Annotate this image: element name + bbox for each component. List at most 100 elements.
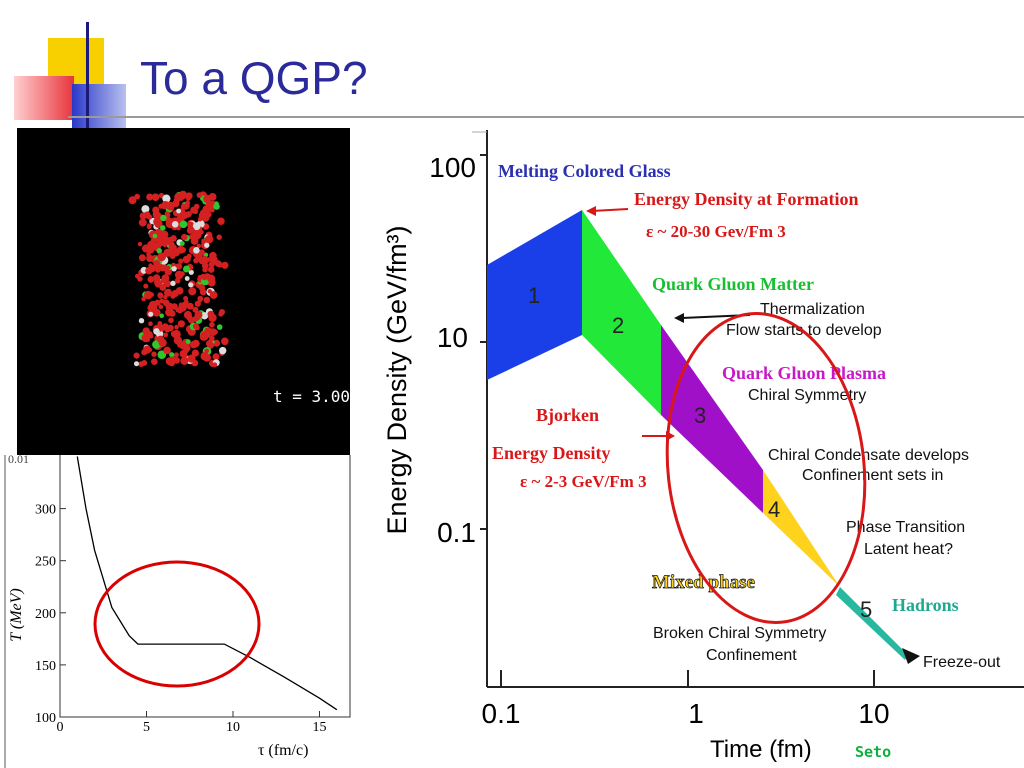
formation-arrowhead [586, 206, 596, 216]
label-confinement: Confinement [706, 647, 797, 664]
y-tick-label: 250 [35, 555, 56, 570]
label-formation-value: ε ~ 20-30 Gev/Fm 3 [646, 222, 786, 241]
particle [206, 257, 211, 262]
particle [214, 201, 219, 206]
particle [163, 294, 168, 300]
formation-arrow [591, 208, 629, 212]
particle [209, 291, 218, 299]
particle [212, 329, 218, 335]
particle [216, 234, 222, 240]
logo-vertical-line [86, 22, 89, 140]
particle [201, 274, 208, 281]
label-energy-density-formation: Energy Density at Formation [634, 189, 858, 209]
stage-1-region [487, 210, 582, 380]
particle [143, 345, 152, 354]
particle [203, 330, 208, 336]
particle [170, 280, 176, 286]
particle [213, 339, 221, 347]
particle [184, 211, 191, 218]
particle [188, 269, 194, 275]
particle [191, 349, 199, 357]
particle [151, 193, 160, 201]
stage-1-label: 1 [528, 283, 540, 308]
particle [172, 199, 180, 208]
particle [192, 306, 199, 313]
x-tick-label-1: 1 [688, 698, 704, 729]
particle [201, 238, 206, 243]
particle [169, 246, 176, 253]
particle [157, 252, 166, 262]
particle [203, 353, 211, 362]
particle [148, 321, 153, 326]
particle [184, 276, 190, 281]
particle [152, 233, 158, 239]
particle [206, 200, 213, 208]
particle [204, 242, 210, 248]
particle [164, 325, 171, 333]
particle [150, 238, 156, 244]
particle [189, 340, 198, 349]
particle [158, 324, 166, 332]
y-tick-label-10: 10 [437, 322, 468, 353]
particle [170, 293, 176, 299]
particle [207, 310, 215, 318]
particle [134, 361, 139, 367]
particle [194, 314, 201, 321]
nucleus-particles [128, 190, 229, 368]
particle [196, 192, 203, 198]
particle [134, 193, 140, 200]
x-tick-label-0.1: 0.1 [482, 698, 521, 729]
particle [179, 241, 185, 246]
particle [175, 263, 183, 270]
stage-4-region [763, 470, 840, 587]
label-phase-transition: Phase Transition [846, 519, 965, 536]
particle [158, 304, 164, 310]
x-tick-label: 5 [143, 720, 150, 735]
label-latent-heat: Latent heat? [864, 541, 953, 558]
collision-simulation-image: t = 3.00 [17, 128, 350, 455]
stage-5-region [836, 587, 908, 660]
title-underline [68, 116, 1024, 118]
particle [187, 228, 193, 234]
particle [153, 328, 160, 335]
particle [180, 203, 187, 210]
particle [153, 274, 161, 282]
temperature-plot: 0.01 100 150 200 250 300 0 5 10 15 T (MeV) τ (f… [4, 455, 351, 768]
particle [162, 194, 171, 203]
particle [197, 297, 203, 303]
particle [171, 303, 178, 310]
particle [185, 339, 191, 344]
particle [176, 208, 182, 214]
x-axis-label: Time (fm) [710, 736, 812, 763]
x-tick-label: 10 [226, 720, 240, 735]
particle [147, 276, 155, 283]
particle [137, 241, 143, 247]
label-thermalization: Thermalization [760, 301, 865, 318]
plot-frame [59, 455, 351, 718]
particle [138, 254, 146, 262]
particle [177, 245, 185, 254]
particle [174, 270, 184, 280]
particle [183, 344, 191, 352]
label-broken-chiral-symmetry: Broken Chiral Symmetry [653, 625, 826, 642]
particle [198, 284, 206, 291]
particle [194, 325, 200, 331]
particle [185, 200, 191, 206]
label-chiral-condensate: Chiral Condensate develops [768, 447, 969, 464]
particle [146, 224, 152, 230]
particle [165, 265, 171, 270]
particle [163, 346, 171, 355]
particle [193, 247, 200, 254]
particle [219, 346, 227, 355]
particle [217, 217, 225, 225]
particle [145, 267, 153, 275]
particle [183, 265, 190, 273]
particle [160, 234, 169, 244]
particle [196, 243, 201, 249]
particle [165, 288, 172, 295]
particle [138, 318, 145, 324]
label-mixed-phase: Mixed phase [652, 572, 755, 593]
particle [209, 335, 215, 342]
particle [179, 220, 188, 229]
logo-blue-square [72, 84, 126, 128]
